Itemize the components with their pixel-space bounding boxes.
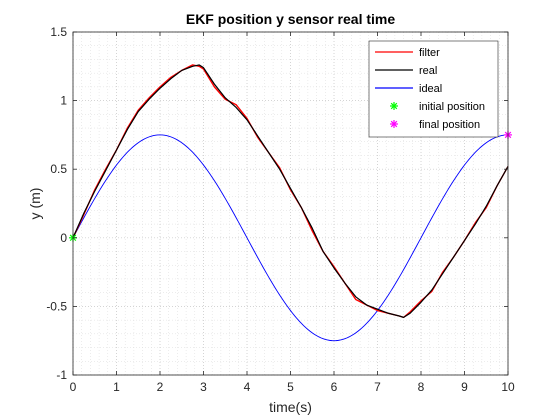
legend-entry: initial position — [419, 101, 485, 113]
x-tick-label: 7 — [374, 380, 381, 394]
x-tick-label: 8 — [418, 380, 425, 394]
x-axis-label: time(s) — [269, 399, 312, 415]
legend-swatch — [390, 102, 398, 110]
legend-swatch — [390, 120, 398, 128]
x-tick-label: 2 — [157, 380, 164, 394]
x-tick-label: 6 — [331, 380, 338, 394]
legend: filter real ideal initial position final pos… — [368, 40, 499, 138]
x-tick-label: 10 — [501, 380, 515, 394]
legend-box — [368, 40, 499, 138]
marker-stroke — [390, 102, 398, 110]
y-tick-labels: -1 -0.5 0 0.5 1 1.5 — [46, 25, 67, 382]
axis-ticks — [72, 31, 509, 376]
legend-entry: filter — [419, 47, 440, 59]
y-tick-label: 0 — [60, 231, 67, 245]
marker-stroke — [390, 120, 398, 128]
x-tick-label: 9 — [461, 380, 468, 394]
x-tick-label: 3 — [200, 380, 207, 394]
legend-entry: real — [419, 65, 437, 77]
x-tick-label: 0 — [70, 380, 77, 394]
legend-entry: final position — [419, 119, 480, 131]
x-tick-label: 5 — [287, 380, 294, 394]
series-line-ideal — [72, 134, 509, 342]
y-tick-label: 1.5 — [50, 25, 67, 39]
y-axis-label: y (m) — [27, 188, 43, 220]
y-tick-label: 1 — [60, 94, 67, 108]
y-tick-label: -0.5 — [46, 299, 67, 313]
chart-title: EKF position y sensor real time — [186, 11, 395, 27]
series-layer — [69, 64, 512, 342]
y-tick-label: 0.5 — [50, 162, 67, 176]
y-tick-label: -1 — [56, 368, 67, 382]
series-line-real — [72, 64, 509, 318]
x-tick-label: 4 — [244, 380, 251, 394]
x-tick-labels: 0 1 2 3 4 5 6 7 8 9 10 — [70, 380, 515, 394]
series-line-filter — [72, 64, 509, 319]
x-tick-label: 1 — [113, 380, 120, 394]
legend-entry: ideal — [419, 83, 442, 95]
